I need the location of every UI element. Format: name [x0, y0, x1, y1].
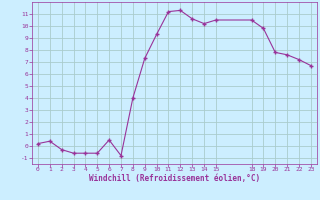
X-axis label: Windchill (Refroidissement éolien,°C): Windchill (Refroidissement éolien,°C) — [89, 174, 260, 183]
